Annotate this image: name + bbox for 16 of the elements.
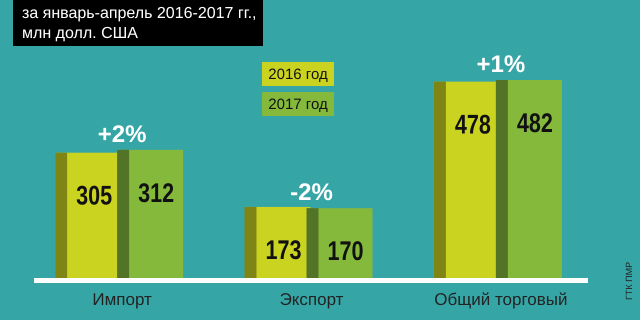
text: 2016 год: [268, 66, 328, 83]
data-label: 170: [327, 236, 364, 267]
annotation: -2%: [290, 179, 333, 206]
data-label: 305: [76, 182, 112, 212]
text: ГТК ПМР: [624, 262, 634, 300]
x-tick-label: Общий торговый: [434, 290, 568, 309]
annotation: +1%: [476, 51, 526, 78]
x-tick-label: Экспорт: [280, 290, 344, 309]
text: 2017 год: [268, 96, 328, 113]
annotation: +2%: [98, 120, 146, 148]
x-tick-label: Импорт: [92, 290, 152, 309]
data-label: 478: [454, 110, 491, 140]
data-label: 482: [516, 108, 553, 139]
chart-title: за январь-апрель 2016-2017 гг., млн долл. США: [22, 5, 256, 42]
data-label: 312: [138, 178, 174, 208]
data-label: 173: [265, 236, 302, 266]
